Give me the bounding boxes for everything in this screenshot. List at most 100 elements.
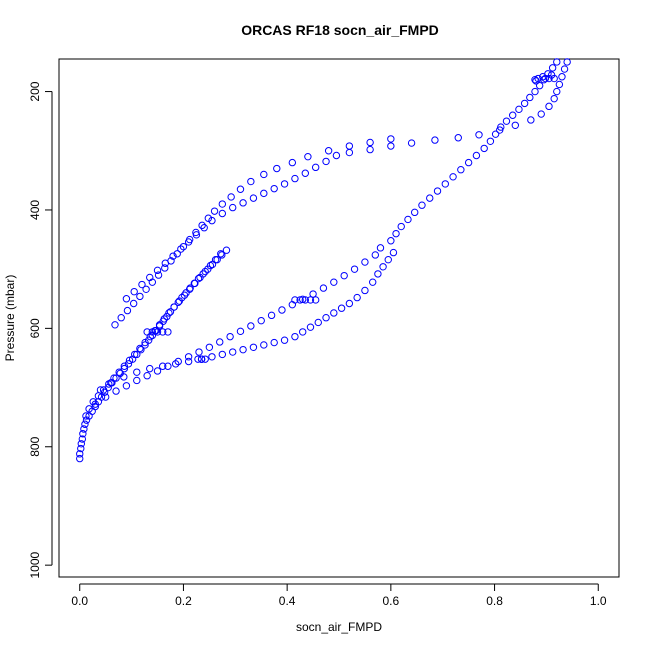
data-point xyxy=(280,180,289,188)
data-point xyxy=(185,235,194,244)
data-point xyxy=(550,94,558,103)
data-point xyxy=(472,151,481,160)
data-point xyxy=(361,286,369,295)
data-point xyxy=(111,321,119,329)
data-point xyxy=(218,200,227,208)
data-point xyxy=(101,393,110,401)
data-point xyxy=(171,360,180,368)
data-point xyxy=(137,345,145,354)
data-point xyxy=(511,121,519,130)
data-point xyxy=(115,368,123,376)
data-point xyxy=(159,362,167,370)
data-point xyxy=(384,255,392,264)
data-point xyxy=(236,327,245,336)
data-point xyxy=(475,131,483,139)
data-point xyxy=(222,246,231,254)
data-point xyxy=(229,348,237,356)
data-point xyxy=(160,315,168,323)
y-tick-label: 800 xyxy=(28,436,42,456)
data-point xyxy=(133,350,141,359)
data-point xyxy=(537,110,545,118)
data-point xyxy=(164,362,172,370)
data-point xyxy=(120,362,129,370)
data-point xyxy=(454,134,462,142)
data-point xyxy=(208,216,216,225)
data-point xyxy=(301,296,309,304)
data-point xyxy=(299,328,307,336)
data-point xyxy=(411,208,419,217)
data-point xyxy=(123,306,132,315)
data-point xyxy=(322,157,330,166)
data-point xyxy=(330,278,338,286)
data-point xyxy=(117,314,125,322)
y-axis-label: Pressure (mbar) xyxy=(3,275,17,362)
data-point xyxy=(138,280,146,289)
data-point xyxy=(191,279,199,288)
x-axis-label: socn_air_FMPD xyxy=(296,620,382,634)
data-point xyxy=(179,242,188,251)
data-point xyxy=(337,304,346,312)
data-point xyxy=(194,355,202,363)
x-tick-label: 0.6 xyxy=(383,594,400,608)
data-point xyxy=(371,251,379,259)
data-point xyxy=(143,372,151,380)
data-point xyxy=(80,425,88,433)
data-point xyxy=(366,145,374,154)
data-point xyxy=(260,341,268,349)
data-point xyxy=(145,336,153,344)
data-point xyxy=(136,344,144,353)
data-point xyxy=(85,405,93,413)
data-point xyxy=(366,138,374,147)
data-point xyxy=(130,287,138,296)
data-point xyxy=(558,73,566,81)
data-point xyxy=(509,111,517,119)
data-point xyxy=(486,137,495,145)
data-point xyxy=(249,194,258,202)
data-point xyxy=(350,265,359,273)
x-tick-label: 0.8 xyxy=(486,594,503,608)
y-tick-label: 600 xyxy=(28,318,42,338)
plot-frame xyxy=(58,58,620,578)
data-point xyxy=(161,264,169,272)
data-point xyxy=(205,343,214,351)
data-point xyxy=(206,261,215,270)
data-point xyxy=(311,163,320,172)
data-point xyxy=(133,368,141,376)
data-point xyxy=(166,308,175,316)
data-point xyxy=(239,345,247,354)
data-point xyxy=(141,338,149,347)
data-point xyxy=(77,440,86,448)
data-point xyxy=(146,364,154,373)
data-point xyxy=(153,328,162,336)
data-point xyxy=(457,166,465,174)
data-point xyxy=(319,284,328,292)
x-axis: 0.0 0.2 0.4 0.6 0.8 1.0 xyxy=(71,583,607,608)
data-point xyxy=(397,222,405,231)
data-point xyxy=(531,76,539,84)
data-point xyxy=(142,285,150,293)
x-tick-label: 1.0 xyxy=(590,594,607,608)
data-point xyxy=(304,152,312,161)
data-point xyxy=(291,174,299,183)
data-point xyxy=(122,382,131,390)
data-point xyxy=(535,81,544,90)
data-point xyxy=(311,296,320,304)
data-point xyxy=(218,350,227,359)
data-point xyxy=(196,273,204,282)
data-point xyxy=(296,296,304,304)
data-point xyxy=(426,194,434,202)
data-point xyxy=(107,379,115,387)
data-point xyxy=(201,267,209,276)
data-point xyxy=(82,412,90,420)
data-point xyxy=(376,244,385,252)
data-point xyxy=(322,314,330,322)
data-point xyxy=(78,435,87,443)
data-point xyxy=(464,158,473,167)
data-point xyxy=(89,398,97,406)
data-point xyxy=(79,430,87,438)
data-point xyxy=(345,299,354,308)
data-point xyxy=(560,65,569,73)
x-tick-label: 0.2 xyxy=(175,594,192,608)
data-point xyxy=(306,296,315,304)
